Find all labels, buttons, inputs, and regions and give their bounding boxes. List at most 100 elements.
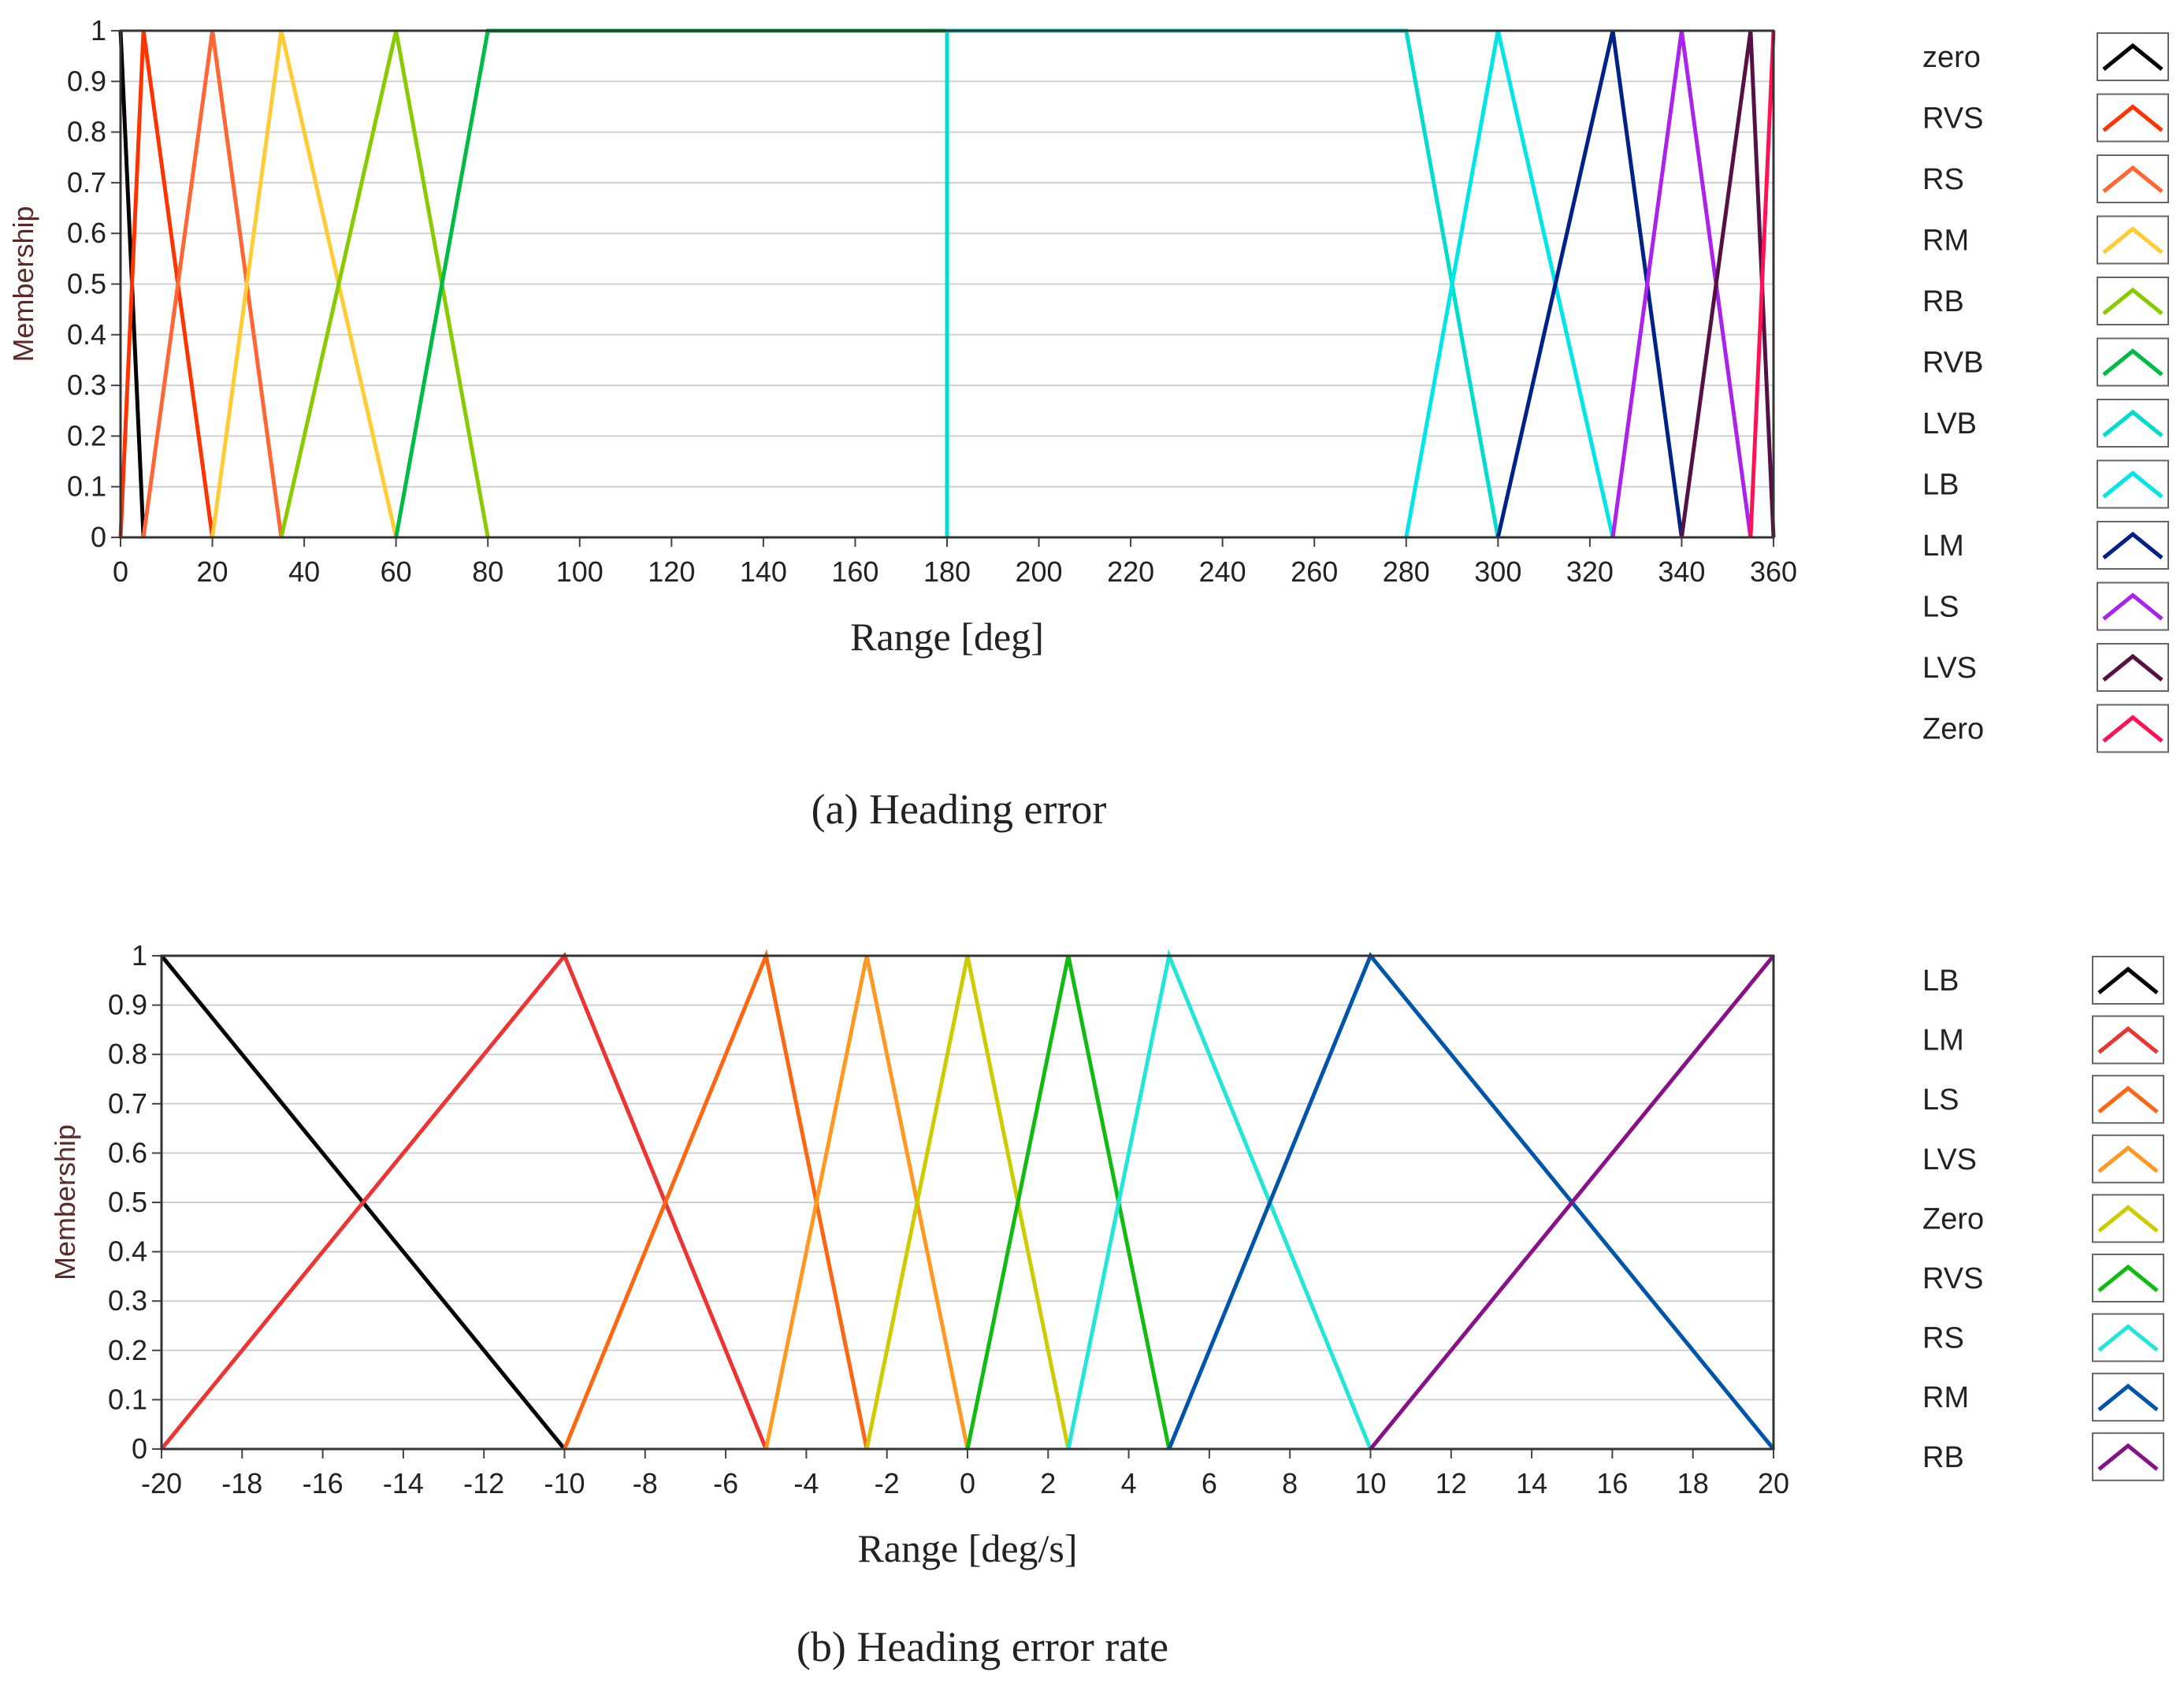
legend-label: RVB xyxy=(1922,347,1983,380)
legend-swatch-box xyxy=(2097,32,2169,81)
x-tick-label: 360 xyxy=(1750,555,1797,588)
y-tick-label: 0.6 xyxy=(67,217,106,249)
x-tick-label: 2 xyxy=(1040,1467,1056,1499)
legend-swatch-box xyxy=(2097,704,2169,753)
legend-label: Zero xyxy=(1922,713,1984,746)
legend-swatch-icon xyxy=(2102,715,2164,743)
plot-frame xyxy=(160,954,1775,1451)
y-tick-label: 0.8 xyxy=(108,1038,147,1070)
legend-swatch-icon xyxy=(2097,1324,2159,1352)
legend-swatch-box xyxy=(2092,1313,2164,1362)
legend-swatch-icon xyxy=(2097,1026,2159,1054)
x-tick-label: 340 xyxy=(1658,555,1705,588)
x-tick-label: -16 xyxy=(303,1467,344,1499)
legend-swatch-box xyxy=(2097,277,2169,325)
y-tick-label: 0.2 xyxy=(108,1334,147,1366)
legend-swatch-icon xyxy=(2097,1264,2159,1292)
legend-swatch-icon xyxy=(2097,1085,2159,1114)
series-line-rb xyxy=(1369,954,1775,1451)
legend-swatch-icon xyxy=(2102,226,2164,255)
legend-swatch-box xyxy=(2097,154,2169,203)
x-tick-label: 16 xyxy=(1596,1467,1628,1499)
x-tick-label: 0 xyxy=(113,555,128,588)
heading-error-rate-axes: 00.10.20.30.40.50.60.70.80.91-20 -18 -16 -1… xyxy=(108,939,1789,1499)
heading-error-rate-caption: (b) Heading error rate xyxy=(797,1623,1168,1670)
heading-error-rate-xlabel: Range [deg/s] xyxy=(857,1526,1077,1570)
x-tick-label: 80 xyxy=(472,555,503,588)
legend-swatch-box xyxy=(2097,521,2169,570)
x-tick-label: 180 xyxy=(923,555,971,588)
legend-label: LVB xyxy=(1922,407,1977,440)
x-tick-label: -2 xyxy=(875,1467,900,1499)
legend-swatch-icon xyxy=(2102,593,2164,621)
x-tick-label: 320 xyxy=(1566,555,1614,588)
legend-swatch-box xyxy=(2097,399,2169,448)
legend-swatch-icon xyxy=(2102,653,2164,682)
legend-swatch-box xyxy=(2092,1254,2164,1302)
legend-swatch-icon xyxy=(2097,1205,2159,1233)
x-tick-label: 280 xyxy=(1383,555,1430,588)
heading-error-rate-chart: 00.10.20.30.40.50.60.70.80.91-20 -18 -16 -1… xyxy=(49,939,2164,1670)
x-tick-label: 0 xyxy=(960,1467,975,1499)
y-tick-label: 0.3 xyxy=(108,1284,147,1317)
legend-swatch-box xyxy=(2097,337,2169,387)
legend-swatch-box xyxy=(2092,1015,2164,1065)
y-tick-label: 0.2 xyxy=(67,419,106,451)
heading-error-legend: zero RVS RS RM RB RVB LVB LB LM LS LVS Zero xyxy=(1922,32,2169,753)
legend-label: RVS xyxy=(1922,102,1983,136)
legend-swatch-box xyxy=(2092,1373,2164,1422)
y-tick-label: 1 xyxy=(91,14,106,46)
y-tick-label: 0.4 xyxy=(108,1235,147,1268)
heading-error-rate-grid xyxy=(162,955,1774,1401)
legend-swatch-box xyxy=(2092,1432,2164,1481)
legend-swatch-icon xyxy=(2102,43,2164,71)
y-tick-label: 0.1 xyxy=(67,470,106,503)
legend-label: RS xyxy=(1922,163,1964,196)
x-tick-label: 40 xyxy=(288,555,320,588)
x-tick-label: 120 xyxy=(648,555,695,588)
x-tick-label: 8 xyxy=(1282,1467,1298,1499)
plot-frame xyxy=(119,29,1775,539)
legend-label: LS xyxy=(1922,1083,1959,1117)
legend-swatch-icon xyxy=(2097,1383,2159,1412)
legend-label: RM xyxy=(1922,225,1969,258)
heading-error-rate-ylabel: Membership xyxy=(49,1124,81,1280)
y-tick-label: 0 xyxy=(132,1432,147,1465)
legend-swatch-icon xyxy=(2102,409,2164,437)
legend-label: LM xyxy=(1922,1024,1964,1057)
legend-label: LB xyxy=(1922,469,1959,502)
legend-label: RB xyxy=(1922,1441,1964,1474)
y-tick-label: 0.4 xyxy=(67,318,106,351)
legend-label: LB xyxy=(1922,964,1959,998)
x-tick-label: 20 xyxy=(1758,1467,1789,1499)
legend-swatch-box xyxy=(2097,215,2169,265)
legend-swatch-box xyxy=(2097,459,2169,509)
legend-label: RB xyxy=(1922,285,1964,318)
y-tick-label: 0.9 xyxy=(108,989,147,1021)
x-tick-label: -8 xyxy=(633,1467,658,1499)
legend-swatch-box xyxy=(2092,1134,2164,1183)
heading-error-ylabel: Membership xyxy=(7,206,39,362)
y-tick-label: 0.9 xyxy=(67,65,106,97)
legend-swatch-box xyxy=(2097,643,2169,692)
legend-swatch-box xyxy=(2097,93,2169,143)
x-tick-label: 12 xyxy=(1436,1467,1467,1499)
legend-swatch-icon xyxy=(2102,104,2164,132)
y-tick-label: 0.7 xyxy=(108,1087,147,1120)
y-tick-label: 0.8 xyxy=(67,116,106,148)
x-tick-label: 6 xyxy=(1202,1467,1217,1499)
y-tick-label: 0.7 xyxy=(67,166,106,199)
legend-label: RS xyxy=(1922,1322,1964,1355)
legend-swatch-icon xyxy=(2102,531,2164,559)
x-tick-label: 100 xyxy=(556,555,604,588)
x-tick-label: -14 xyxy=(383,1467,424,1499)
heading-error-rate-legend: LB LM LS LVS Zero RVS RS RM RB xyxy=(1922,956,2164,1481)
heading-error-axes: 0 0.1 0.2 0.3 0.4 0.5 0.6 0.7 0.8 0.9 1 0 20 40 60 80 10… xyxy=(67,14,1797,588)
y-tick-label: 1 xyxy=(132,939,147,972)
legend-swatch-icon xyxy=(2097,1443,2159,1471)
legend-swatch-icon xyxy=(2102,470,2164,499)
x-tick-label: 4 xyxy=(1121,1467,1137,1499)
heading-error-caption: (a) Heading error xyxy=(812,786,1107,833)
x-tick-label: 60 xyxy=(381,555,412,588)
